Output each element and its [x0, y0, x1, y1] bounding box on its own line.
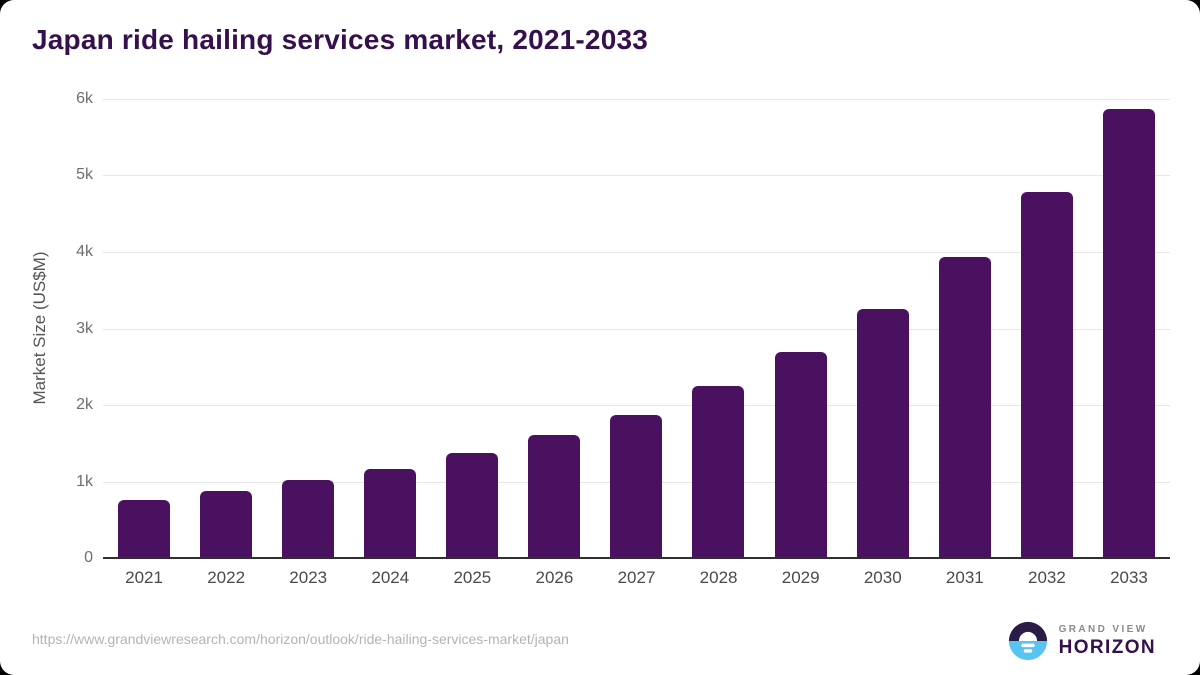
x-tick-2027: 2027	[617, 568, 656, 587]
bar-2021	[118, 499, 171, 558]
y-tick-6k: 6k	[76, 90, 93, 107]
x-tick-2030: 2030	[863, 568, 902, 587]
y-tick-4k: 4k	[76, 242, 93, 260]
bar-2024	[364, 468, 417, 558]
bar-2022	[200, 490, 253, 558]
y-tick-5k: 5k	[76, 166, 93, 184]
bar-2032	[1020, 191, 1073, 558]
logo-grand-view-text: GRAND VIEW	[1058, 623, 1148, 635]
bar-2025	[446, 453, 499, 558]
gridline-6k	[103, 99, 1170, 100]
x-axis-line	[103, 557, 1170, 559]
gridline-5k	[103, 175, 1170, 177]
brand-logo: GRAND VIEW HORIZON	[1007, 620, 1156, 662]
bar-2030	[856, 309, 909, 558]
gridline-3k	[103, 328, 1170, 330]
plot-area: 0 1k 2k 3k 4k 5k 6k	[76, 90, 1170, 566]
x-tick-2023: 2023	[289, 568, 328, 587]
bar-2033	[1102, 108, 1155, 558]
bar-2028	[692, 385, 745, 558]
x-tick-2022: 2022	[207, 568, 246, 587]
x-tick-2024: 2024	[371, 568, 410, 587]
bar-2029	[774, 352, 827, 558]
x-tick-2032: 2032	[1027, 568, 1066, 587]
x-tick-labels: 2021 2022 2023 2024 2025 2026 2027 2028 2029 2030…	[103, 568, 1170, 588]
y-tick-1k: 1k	[76, 472, 93, 490]
x-tick-2025: 2025	[453, 568, 492, 587]
gridline-4k	[103, 251, 1170, 253]
y-tick-2k: 2k	[76, 395, 93, 413]
logo-text: GRAND VIEW HORIZON	[1059, 624, 1156, 659]
gridline-2k	[103, 404, 1170, 406]
x-tick-2021: 2021	[125, 568, 163, 587]
x-tick-2028: 2028	[699, 568, 738, 587]
bar-2023	[282, 479, 335, 558]
logo-horizon-text: HORIZON	[1058, 636, 1156, 658]
horizon-logo-icon	[1008, 621, 1047, 661]
bar-2026	[528, 434, 581, 558]
bars	[103, 99, 1170, 558]
x-tick-2033: 2033	[1110, 568, 1148, 587]
x-tick-2026: 2026	[535, 568, 574, 587]
bar-2027	[610, 414, 663, 558]
x-tick-2031: 2031	[945, 568, 984, 587]
y-tick-3k: 3k	[76, 319, 93, 337]
source-url: https://www.grandviewresearch.com/horizo…	[32, 631, 569, 647]
y-tick-0: 0	[84, 549, 93, 566]
x-tick-2029: 2029	[781, 568, 820, 587]
bar-2031	[938, 257, 991, 558]
chart-title: Japan ride hailing services market, 2021…	[32, 24, 649, 55]
